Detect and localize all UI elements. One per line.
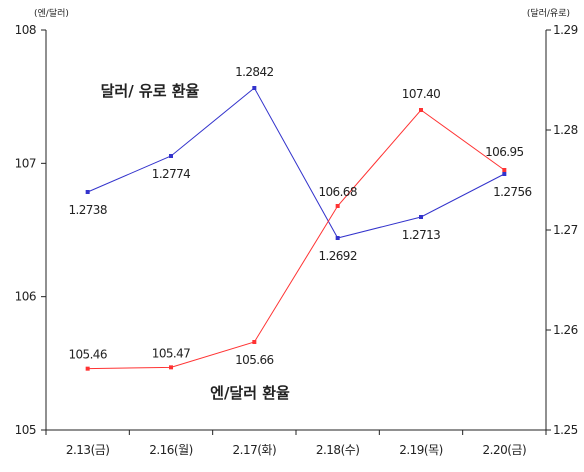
data-label: 107.40	[402, 87, 440, 101]
data-point	[419, 108, 423, 112]
x-tick-label: 2.19(목)	[399, 443, 443, 457]
data-label: 105.47	[152, 346, 190, 360]
data-label: 1.2842	[235, 65, 273, 79]
left-axis-unit: (엔/달러)	[34, 9, 69, 19]
data-label: 1.2713	[402, 228, 440, 242]
data-point	[335, 236, 340, 240]
data-point	[85, 190, 90, 194]
data-label: 1.2738	[68, 203, 106, 217]
data-point	[502, 172, 507, 176]
left-tick-label: 107	[15, 156, 36, 170]
data-point	[252, 86, 257, 90]
right-axis-unit: (달러/유로)	[526, 9, 570, 19]
data-label: 105.46	[68, 348, 106, 362]
right-tick-label: 1.27	[553, 223, 578, 237]
right-tick-label: 1.29	[553, 23, 578, 37]
data-label: 106.95	[485, 145, 523, 159]
x-tick-label: 2.13(금)	[66, 443, 110, 457]
x-tick-label: 2.20(금)	[483, 443, 527, 457]
right-tick-label: 1.26	[553, 323, 578, 337]
left-tick-label: 108	[15, 23, 36, 37]
data-point	[502, 168, 507, 172]
data-point	[335, 204, 340, 208]
data-label: 105.66	[235, 353, 273, 367]
series-name-label: 엔/달러 환율	[210, 384, 290, 402]
data-label: 1.2756	[493, 185, 531, 199]
left-tick-label: 105	[15, 423, 36, 437]
x-tick-label: 2.16(월)	[149, 443, 193, 457]
x-tick-label: 2.18(수)	[316, 443, 360, 457]
data-label: 1.2774	[152, 167, 190, 181]
right-tick-label: 1.25	[553, 423, 578, 437]
data-point	[169, 365, 173, 370]
series-name-label: 달러/ 유로 환율	[101, 82, 200, 100]
data-label: 106.68	[318, 185, 356, 199]
data-point	[85, 366, 90, 371]
x-tick-label: 2.17(화)	[233, 443, 277, 457]
right-tick-label: 1.28	[553, 123, 578, 137]
series-line	[87, 87, 505, 239]
left-tick-label: 106	[15, 290, 36, 304]
data-point	[169, 154, 173, 158]
data-point	[252, 340, 257, 344]
data-label: 1.2692	[318, 249, 356, 263]
data-point	[419, 215, 423, 219]
series-line	[87, 109, 505, 370]
